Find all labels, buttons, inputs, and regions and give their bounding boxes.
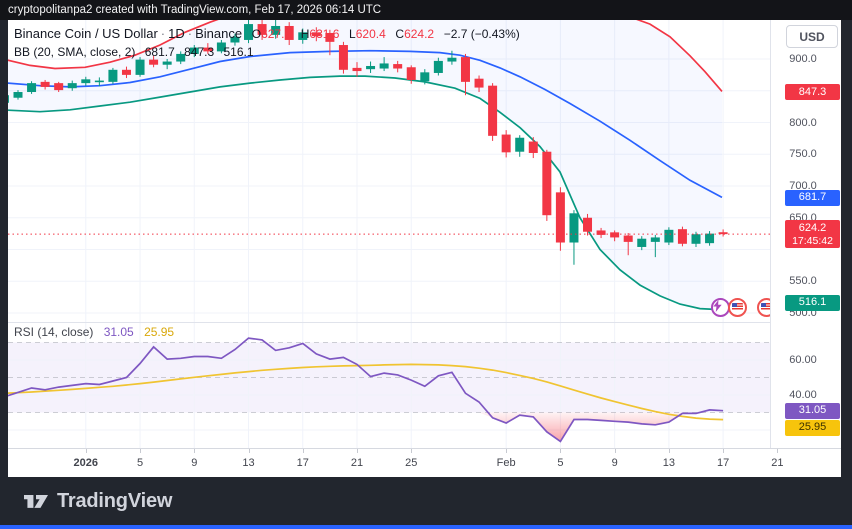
us-flag-event-icon[interactable] <box>756 297 770 317</box>
time-axis[interactable]: 2026 5 9 13 17 21 25 Feb 5 9 13 17 21 <box>8 448 841 477</box>
close-value: 624.2 <box>404 27 435 41</box>
change-value: −2.7 (−0.43%) <box>443 27 520 41</box>
time-axis-label: 2026 <box>73 457 99 469</box>
candlestick-chart[interactable] <box>8 20 770 322</box>
time-axis-label: 13 <box>242 457 255 469</box>
bb-title[interactable]: BB (20, SMA, close, 2) <box>14 45 136 59</box>
bb-indicator-row: BB (20, SMA, close, 2) 681.7 847.3 516.1 <box>14 43 520 61</box>
us-flag-event-icon[interactable] <box>727 297 747 317</box>
candles <box>8 20 728 265</box>
rsi-badge: 31.05 <box>785 402 840 419</box>
open-value: 627.2 <box>261 27 292 41</box>
price-axis-label: 700.0 <box>789 180 817 192</box>
price-badge: 681.7 <box>785 189 840 206</box>
rsi-value: 31.05 <box>103 325 134 339</box>
price-axis-label: 800.0 <box>789 116 817 129</box>
tradingview-logo-icon <box>24 495 48 508</box>
rsi-pane[interactable]: RSI (14, close) 31.05 25.95 <box>8 322 770 448</box>
time-axis-label: 9 <box>611 457 618 469</box>
bb-lower-value: 516.1 <box>223 45 254 59</box>
high-value: 631.6 <box>309 27 340 41</box>
tradingview-logo[interactable]: TradingView <box>22 489 172 513</box>
price-axis-label: 550.0 <box>789 275 817 288</box>
price-badge: 516.1 <box>785 294 840 311</box>
footer-bar: TradingView <box>0 477 852 525</box>
time-tick <box>668 449 670 453</box>
low-value: 620.4 <box>355 27 386 41</box>
time-axis-label: 9 <box>191 457 198 469</box>
time-tick <box>194 449 196 453</box>
time-tick <box>302 449 304 453</box>
attribution-text: cryptopolitanpa2 created with TradingVie… <box>8 4 382 16</box>
close-label: C <box>395 27 405 41</box>
time-tick <box>357 449 358 453</box>
time-tick <box>723 449 725 453</box>
price-axis[interactable]: USD 900.0 800.0 750.0 700.0 650.0 550.0 500.0 8… <box>771 20 841 448</box>
time-tick <box>411 449 413 453</box>
rsi-ma-value: 25.95 <box>144 325 175 339</box>
rsi-axis-label: 60.00 <box>789 354 817 366</box>
rsi-badge: 25.95 <box>785 419 840 436</box>
time-tick <box>506 449 508 453</box>
symbol-title[interactable]: Binance Coin / US Dollar <box>14 26 158 41</box>
bb-upper-value: 847.3 <box>184 45 215 59</box>
time-tick <box>140 449 142 453</box>
low-label: L <box>349 27 356 41</box>
bb-basis-value: 681.7 <box>144 45 175 59</box>
price-axis-label: 750.0 <box>789 148 817 161</box>
currency-toggle-button[interactable]: USD <box>786 25 838 48</box>
left-frame <box>0 20 8 477</box>
current-price-badge: 624.2 17:45:42 <box>785 220 840 249</box>
time-tick <box>85 449 87 453</box>
price-axis-label: 900.0 <box>789 53 817 65</box>
symbol-legend: Binance Coin / US Dollar · 1D · Binance O627… <box>14 25 520 61</box>
rsi-chart[interactable] <box>8 322 770 448</box>
rsi-title[interactable]: RSI (14, close) <box>14 325 94 339</box>
price-axis-separator <box>770 20 771 448</box>
price-badge: 847.3 <box>785 84 840 101</box>
time-tick <box>248 449 250 453</box>
time-axis-label: 21 <box>771 457 784 469</box>
attribution-bar: cryptopolitanpa2 created with TradingVie… <box>0 0 852 20</box>
ohlc-row: Binance Coin / US Dollar · 1D · Binance O627… <box>14 26 520 41</box>
time-tick <box>560 449 562 453</box>
lightning-event-icon[interactable] <box>710 297 730 317</box>
bottom-accent-bar <box>0 525 852 529</box>
bar-countdown: 17:45:42 <box>792 234 833 247</box>
exchange-label: Binance <box>195 26 243 41</box>
time-axis-label: 25 <box>405 457 418 469</box>
open-label: O <box>251 27 262 41</box>
high-label: H <box>300 27 310 41</box>
time-axis-label: Feb <box>496 457 516 469</box>
pane-separator[interactable] <box>8 322 841 323</box>
right-frame <box>841 20 852 477</box>
time-axis-label: 13 <box>662 457 675 469</box>
time-tick <box>614 449 616 453</box>
price-pane[interactable]: Binance Coin / US Dollar · 1D · Binance O627… <box>8 20 770 322</box>
time-axis-label: 17 <box>296 457 309 469</box>
interval-label[interactable]: 1D <box>168 26 185 41</box>
time-axis-label: 5 <box>136 457 144 469</box>
time-tick <box>777 449 779 453</box>
time-axis-label: 5 <box>557 457 564 469</box>
rsi-legend: RSI (14, close) 31.05 25.95 <box>14 325 174 339</box>
tradingview-logo-text: TradingView <box>57 489 173 512</box>
chart-widget: Binance Coin / US Dollar · 1D · Binance O627… <box>8 20 841 477</box>
rsi-axis-label: 40.00 <box>789 389 817 401</box>
time-axis-label: 21 <box>350 457 364 469</box>
time-axis-label: 17 <box>716 457 730 469</box>
